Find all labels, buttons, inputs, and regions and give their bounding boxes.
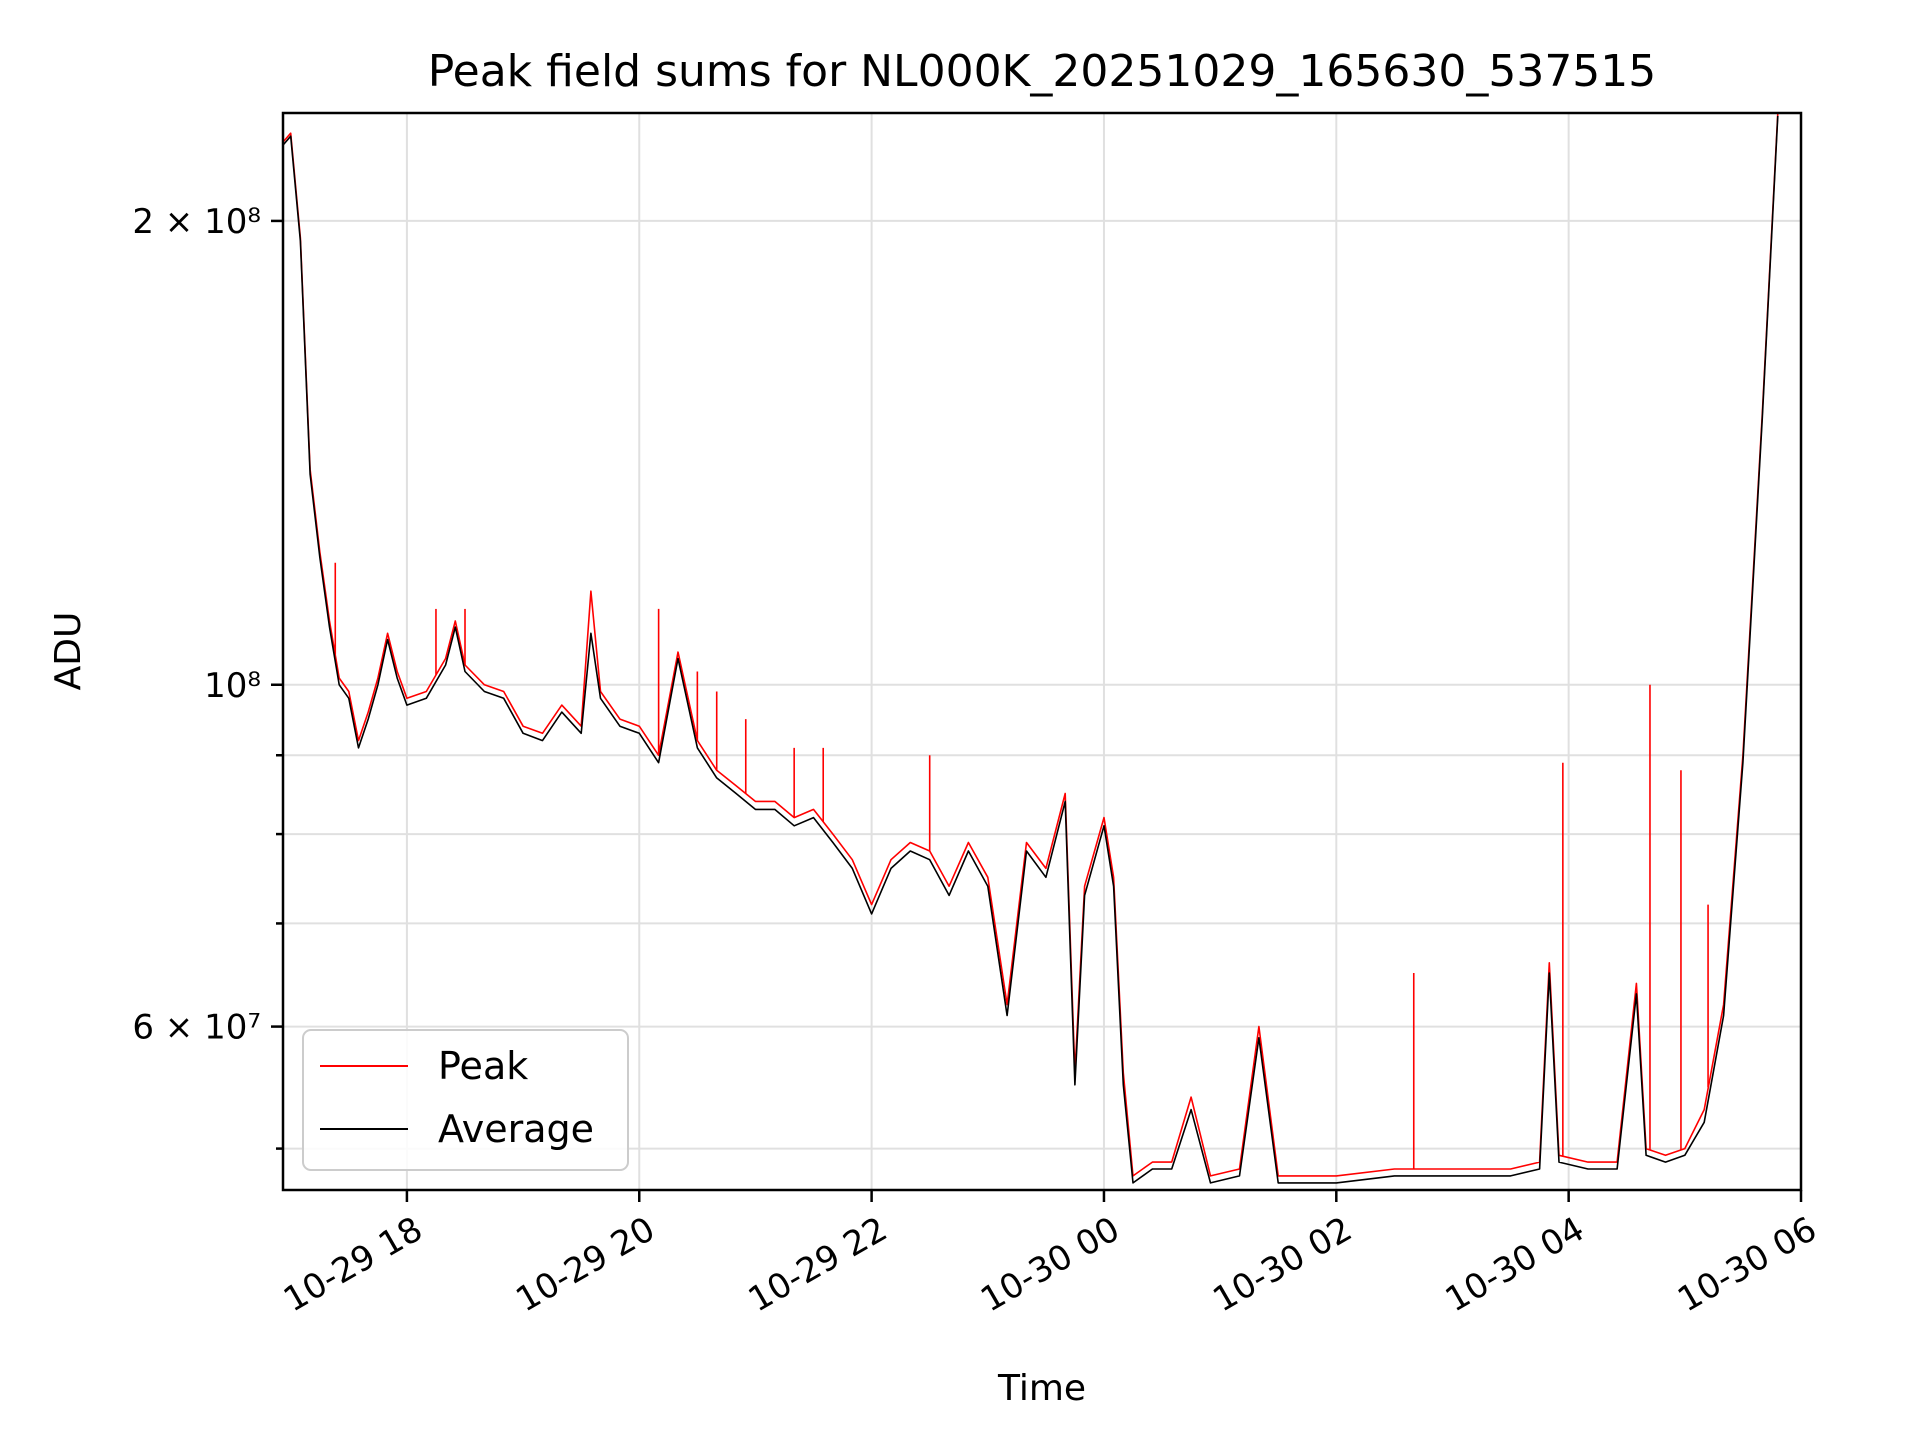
x-tick-label: 10-29 18 [277, 1209, 429, 1320]
legend-label-average: Average [438, 1107, 594, 1151]
y-tick-label: 2 × 10⁸ [132, 202, 261, 242]
x-tick-label: 10-30 04 [1439, 1209, 1591, 1320]
x-tick-label: 10-30 06 [1671, 1209, 1823, 1320]
series-layer [283, 113, 1779, 1184]
grid [283, 113, 1802, 1190]
y-axis-label: ADU [48, 612, 89, 691]
legend: Peak Average [302, 1029, 629, 1171]
series-line-peak [283, 113, 1779, 1177]
legend-label-peak: Peak [438, 1044, 528, 1088]
chart-title: Peak field sums for NL000K_20251029_1656… [428, 46, 1657, 97]
x-axis: 10-29 18 10-29 20 10-29 22 10-30 00 10-30 02… [277, 1190, 1824, 1320]
x-tick-label: 10-29 22 [742, 1209, 894, 1320]
x-tick-label: 10-29 20 [509, 1209, 661, 1320]
y-axis: 6 × 10⁷ 10⁸ 2 × 10⁸ [132, 202, 283, 1150]
series-line-average [283, 115, 1779, 1184]
x-tick-label: 10-30 02 [1206, 1209, 1358, 1320]
x-axis-label: Time [997, 1368, 1086, 1409]
y-tick-label: 10⁸ [204, 666, 261, 706]
x-tick-label: 10-30 00 [974, 1209, 1126, 1320]
y-tick-label: 6 × 10⁷ [132, 1008, 261, 1048]
plot-frame [281, 111, 1803, 1192]
